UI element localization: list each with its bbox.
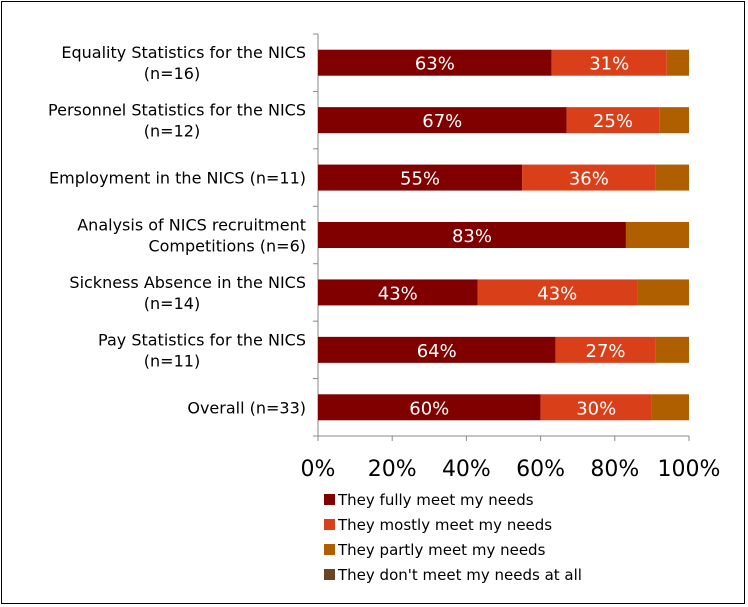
x-tick-label: 40% — [442, 457, 491, 482]
category-label: Analysis of NICS recruitment — [77, 216, 306, 235]
data-label: 31% — [589, 54, 629, 75]
category-label: Sickness Absence in the NICS — [69, 273, 306, 292]
x-tick-label: 0% — [301, 457, 336, 482]
bar-segment — [655, 336, 689, 363]
data-label: 27% — [586, 341, 626, 362]
category-label: Pay Statistics for the NICS — [98, 330, 306, 349]
bar-segment — [477, 279, 638, 306]
category-label: (n=16) — [144, 64, 200, 83]
legend-swatch — [324, 519, 335, 530]
category-label: (n=12) — [144, 122, 200, 141]
data-label: 64% — [417, 341, 457, 362]
bar-segment — [318, 49, 552, 76]
bar-segment — [551, 49, 667, 76]
category-label: Overall (n=33) — [187, 398, 306, 417]
bar-segment — [318, 394, 541, 421]
x-tick-label: 80% — [590, 457, 639, 482]
data-label: 25% — [593, 111, 633, 132]
category-label: Equality Statistics for the NICS — [61, 43, 306, 62]
data-label: 60% — [409, 398, 449, 419]
data-label: 43% — [537, 283, 577, 304]
category-label: (n=11) — [144, 351, 200, 370]
data-label: 63% — [415, 54, 455, 75]
data-label: 55% — [400, 169, 440, 190]
data-label: 36% — [569, 169, 609, 190]
legend-label: They mostly meet my needs — [337, 516, 552, 534]
x-tick-label: 60% — [516, 457, 565, 482]
bar-segment — [318, 336, 556, 363]
legend-label: They partly meet my needs — [337, 541, 546, 559]
legend-swatch — [324, 569, 335, 580]
bar-segment — [566, 107, 660, 134]
bar-segment — [655, 164, 689, 191]
legend-swatch — [324, 544, 335, 555]
data-label: 83% — [452, 226, 492, 247]
bar-segment — [318, 164, 523, 191]
data-label: 30% — [576, 398, 616, 419]
bar-segment — [555, 336, 656, 363]
bar-segment — [666, 49, 689, 76]
category-label: Personnel Statistics for the NICS — [48, 101, 306, 120]
bar-segment — [625, 222, 689, 248]
bar-segment — [318, 279, 478, 306]
bar-segment — [540, 394, 652, 421]
legend-label: They don't meet my needs at all — [337, 566, 582, 584]
x-tick-label: 100% — [658, 457, 721, 482]
bar-segment — [659, 107, 689, 134]
legend-swatch — [324, 494, 335, 505]
bar-segment — [522, 164, 656, 191]
bar-segment — [637, 279, 689, 306]
category-label: Employment in the NICS (n=11) — [49, 169, 306, 188]
x-tick-label: 20% — [368, 457, 417, 482]
data-label: 43% — [378, 283, 418, 304]
bar-segment — [318, 107, 567, 134]
bar-segment — [318, 222, 626, 248]
bar-segment — [651, 394, 689, 421]
legend-label: They fully meet my needs — [337, 491, 534, 509]
data-label: 67% — [422, 111, 462, 132]
category-label: (n=14) — [144, 294, 200, 313]
category-label: Competitions (n=6) — [148, 237, 306, 256]
